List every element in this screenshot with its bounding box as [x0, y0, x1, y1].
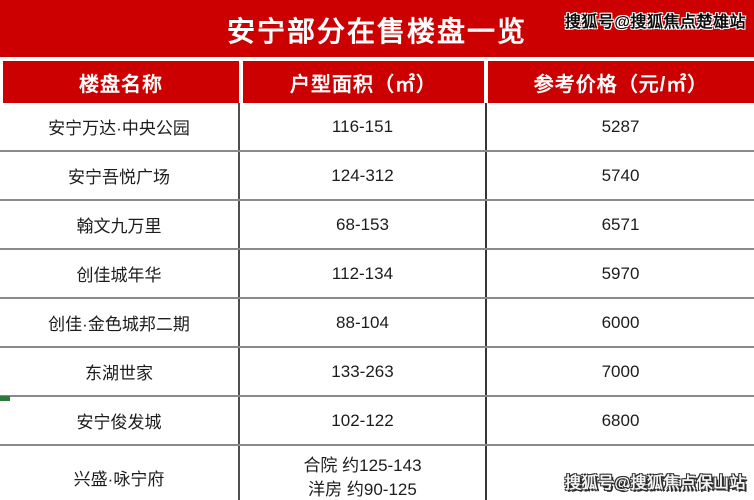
cell-area: 合院 约125-143 洋房 约90-125	[240, 446, 487, 500]
header-cell-price: 参考价格（元/㎡）	[488, 61, 754, 103]
table-row: 安宁俊发城 102-122 6800	[0, 397, 754, 446]
title-banner: 安宁部分在售楼盘一览	[0, 0, 754, 57]
cell-area: 102-122	[240, 397, 487, 444]
cell-area: 88-104	[240, 299, 487, 346]
header-cell-name: 楼盘名称	[3, 61, 239, 103]
cell-name: 创佳·金色城邦二期	[0, 299, 240, 346]
cell-price: 5970	[601, 263, 640, 283]
cell-name: 兴盛·咏宁府	[0, 446, 240, 500]
table-body: 安宁万达·中央公园 116-151 5287 安宁吾悦广场 124-312 57…	[0, 103, 754, 500]
cell-price: 6000	[601, 312, 640, 332]
table-row: 创佳·金色城邦二期 88-104 6000	[0, 299, 754, 348]
watermark-top-right: 搜狐号@搜狐焦点楚雄站	[564, 14, 746, 31]
cell-price: 7000	[601, 361, 640, 381]
table-row: 创佳城年华 112-134 5970	[0, 250, 754, 299]
header-cell-area: 户型面积（㎡）	[243, 61, 484, 103]
cell-area: 68-153	[240, 201, 487, 248]
cell-name: 安宁俊发城	[0, 397, 240, 444]
cell-name: 安宁吾悦广场	[0, 152, 240, 199]
watermark-bottom-right: 搜狐号@搜狐焦点保山站	[564, 475, 746, 492]
cell-price: 5740	[601, 165, 640, 185]
cell-name: 安宁万达·中央公园	[0, 103, 240, 150]
table-row: 兴盛·咏宁府 合院 约125-143 洋房 约90-125	[0, 446, 754, 500]
cell-price: 6800	[601, 410, 640, 430]
cell-name: 创佳城年华	[0, 250, 240, 297]
page-title: 安宁部分在售楼盘一览	[226, 15, 527, 47]
green-corner-artifact	[0, 396, 10, 401]
cell-area: 112-134	[240, 250, 487, 297]
table-header-row: 楼盘名称 户型面积（㎡） 参考价格（元/㎡）	[0, 61, 754, 103]
cell-name: 翰文九万里	[0, 201, 240, 248]
table-row: 安宁万达·中央公园 116-151 5287	[0, 103, 754, 152]
cell-price: 6571	[601, 214, 640, 234]
cell-area: 124-312	[240, 152, 487, 199]
cell-area: 116-151	[240, 103, 487, 150]
table-row: 翰文九万里 68-153 6571	[0, 201, 754, 250]
cell-price: 5287	[601, 116, 640, 136]
table-row: 东湖世家 133-263 7000	[0, 348, 754, 397]
cell-name: 东湖世家	[0, 348, 240, 395]
cell-area: 133-263	[240, 348, 487, 395]
table-row: 安宁吾悦广场 124-312 5740	[0, 152, 754, 201]
